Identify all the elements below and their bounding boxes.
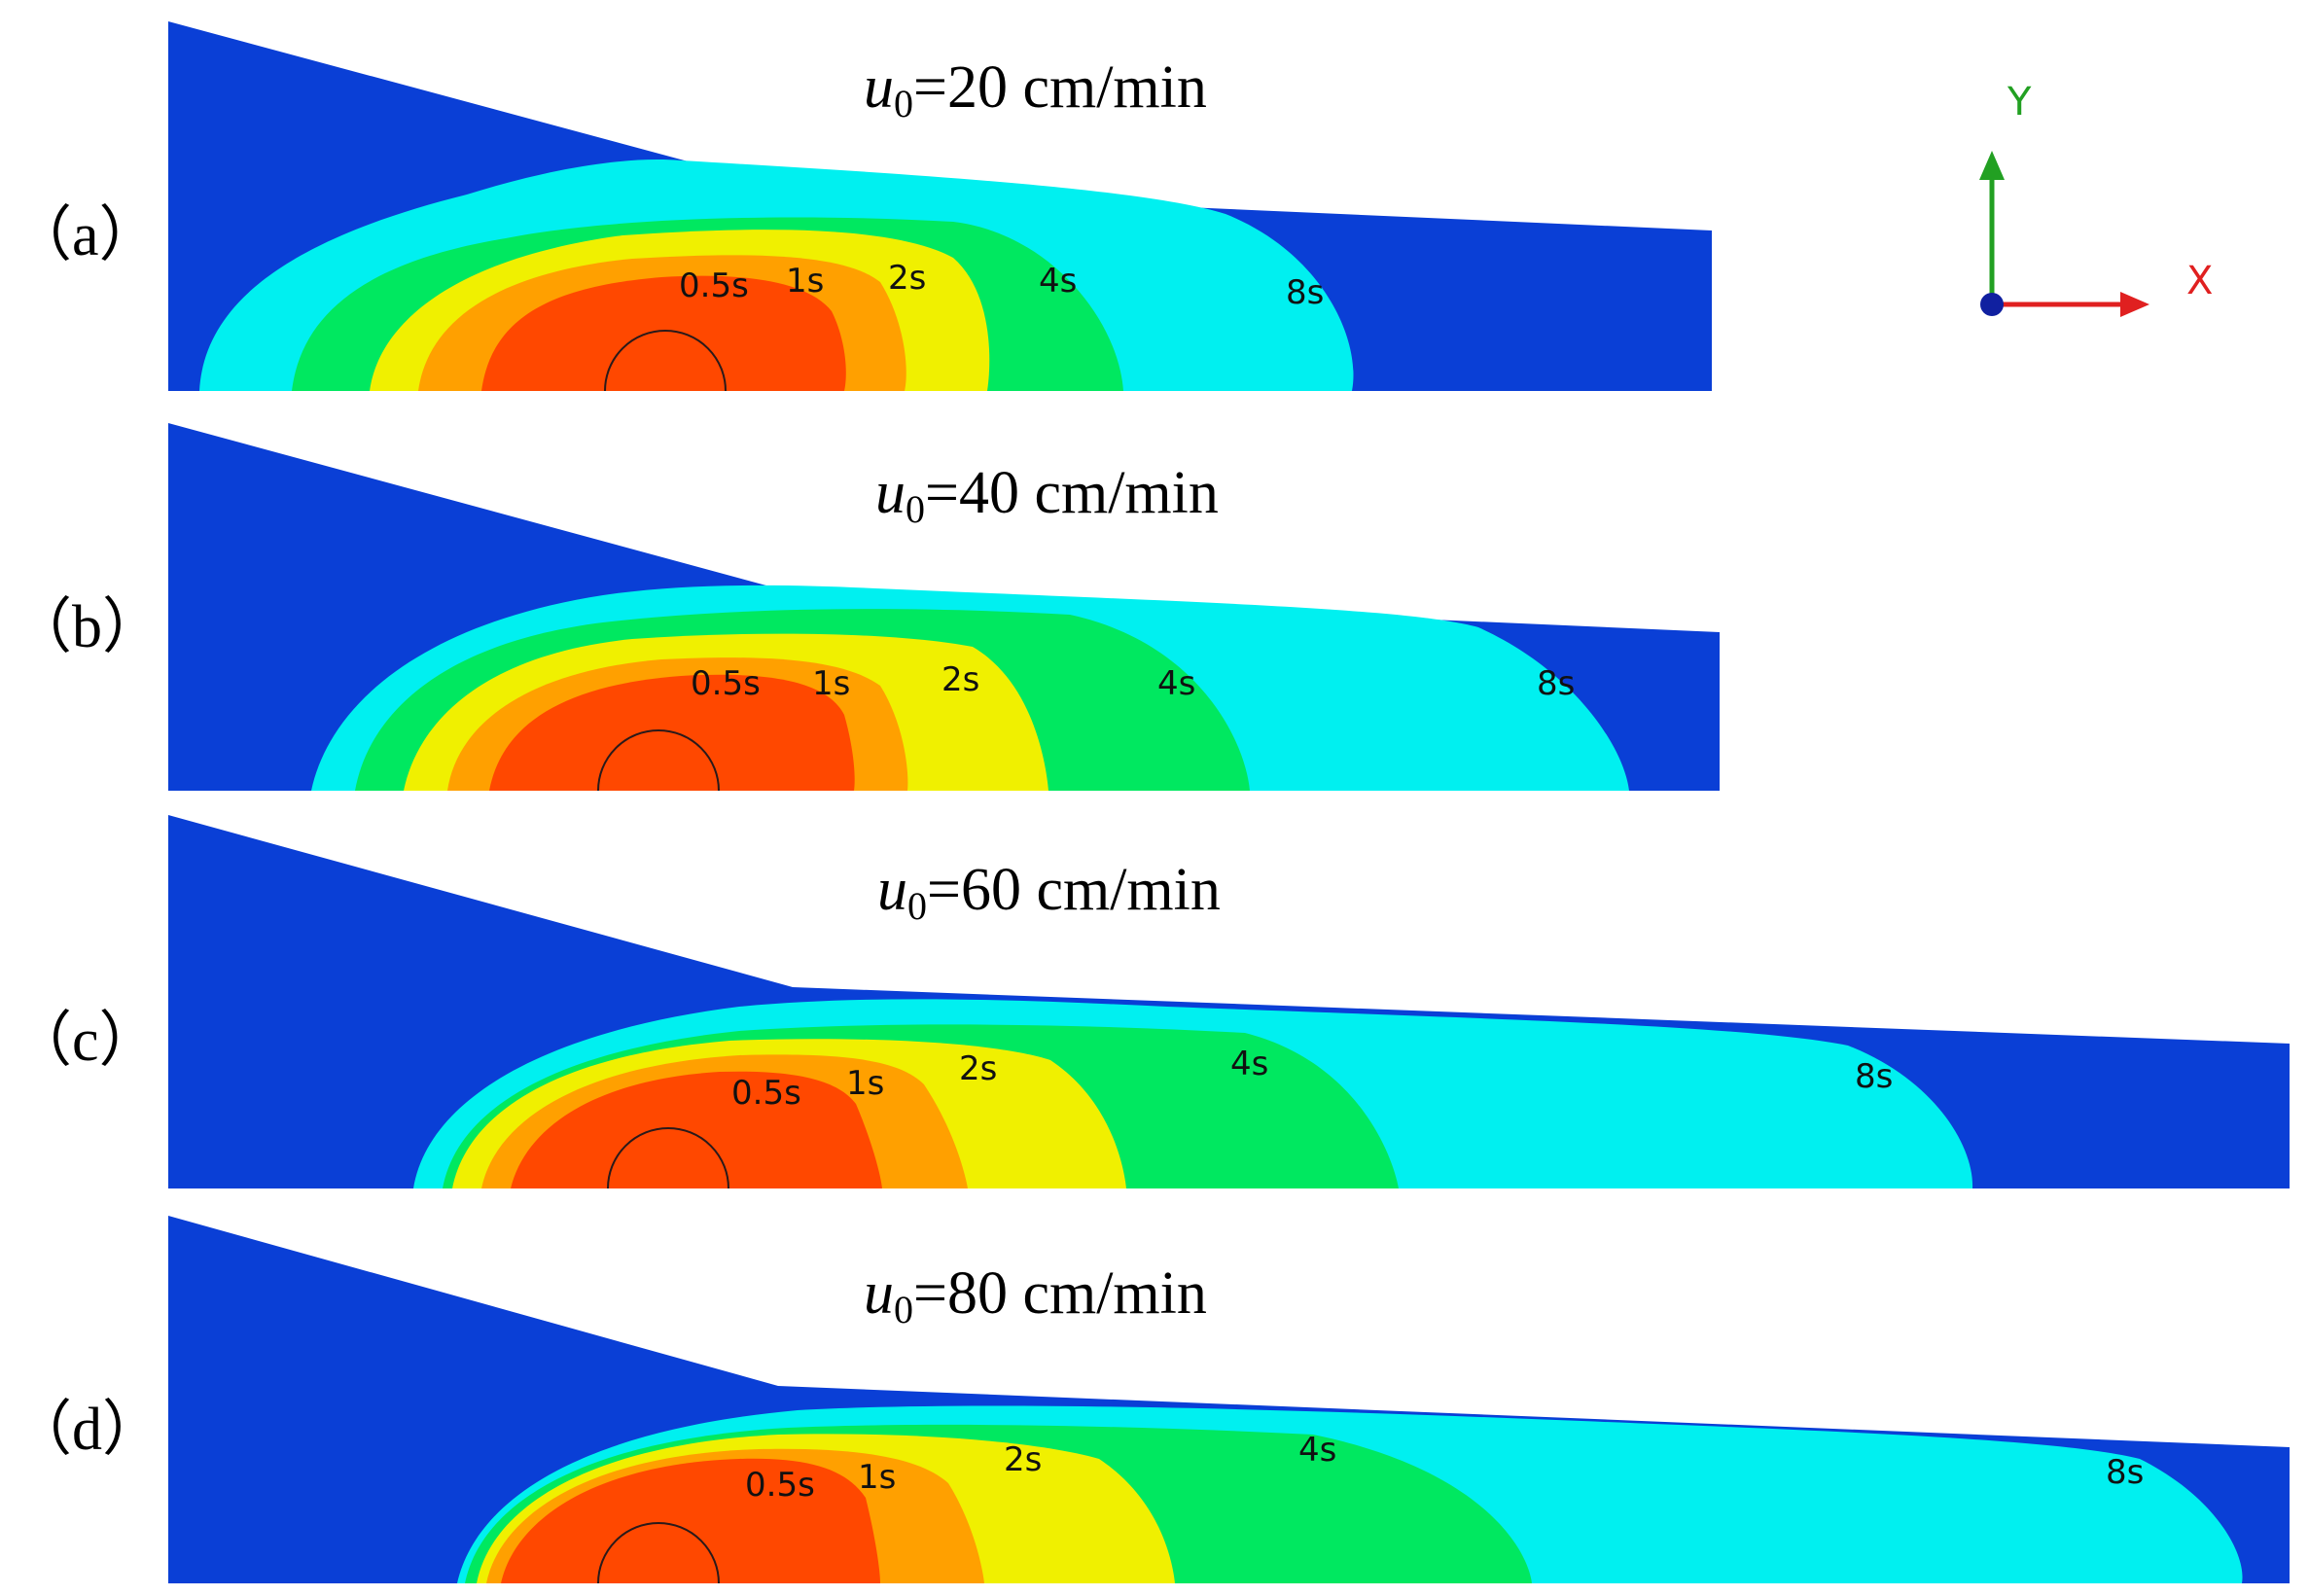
origin-marker	[1980, 293, 2004, 316]
panel-c-cylinder	[607, 1127, 729, 1189]
panel-a-label: （a）	[12, 202, 160, 268]
panel-c-title: u0=60 cm/min	[877, 857, 1221, 928]
panel-a-label-8s: 8s	[1286, 273, 1324, 312]
panel-c-contour-0-5s	[511, 1071, 882, 1188]
panel-d-cylinder	[597, 1522, 720, 1584]
panel-b: （b） u0=40 cm/min 0.5s 1s 2s 4s 8s	[12, 423, 1720, 792]
panel-d-title-symbol: u	[864, 1260, 894, 1327]
panel-c-label-4s: 4s	[1230, 1045, 1268, 1083]
panel-a-title-subscript: 0	[894, 82, 913, 125]
panel-b-title-symbol: u	[875, 460, 906, 526]
panel-d-label-4s: 4s	[1298, 1431, 1336, 1470]
panel-d-title: u0=80 cm/min	[864, 1260, 1207, 1331]
panel-a: （a） u0=20 cm/min 0.5s 1s 2s 4s 8s	[12, 21, 1712, 392]
panel-d-title-value: =80 cm/min	[913, 1260, 1207, 1327]
panel-a-title: u0=20 cm/min	[864, 54, 1207, 125]
coordinate-axes: Y X	[1979, 80, 2213, 317]
panel-b-label-1s: 1s	[812, 664, 850, 703]
panel-b-label-2s: 2s	[941, 660, 979, 699]
panel-c-label-2s: 2s	[959, 1049, 997, 1088]
panel-d-title-subscript: 0	[894, 1288, 913, 1331]
panel-c-title-subscript: 0	[907, 884, 927, 928]
panel-c-title-symbol: u	[877, 857, 907, 923]
panel-d-label-0-5s: 0.5s	[745, 1466, 815, 1505]
panel-c-label: （c）	[12, 1008, 160, 1074]
panel-b-title-value: =40 cm/min	[925, 460, 1219, 526]
y-axis-label: Y	[2007, 80, 2032, 124]
panel-a-title-symbol: u	[864, 54, 894, 121]
panel-c-label-8s: 8s	[1855, 1057, 1893, 1096]
panel-d-label: （d）	[12, 1397, 162, 1463]
panel-b-title-subscript: 0	[906, 487, 925, 531]
y-axis-arrow-icon	[1979, 151, 2005, 304]
panel-b-label: （b）	[12, 594, 162, 660]
panel-a-title-value: =20 cm/min	[913, 54, 1207, 121]
panel-a-contour-0-5s	[481, 275, 846, 391]
panel-d: （d） u0=80 cm/min 0.5s 1s 2s 4s 8s	[12, 1216, 2290, 1584]
panel-b-cylinder	[597, 729, 720, 792]
panel-b-label-8s: 8s	[1537, 664, 1575, 703]
x-axis-arrow-icon	[1992, 292, 2149, 317]
panel-a-label-1s: 1s	[786, 262, 824, 301]
panel-c: （c） u0=60 cm/min 0.5s 1s 2s 4s 8s	[12, 815, 2290, 1189]
x-axis-label: X	[2186, 259, 2213, 303]
panel-b-label-0-5s: 0.5s	[691, 664, 761, 703]
panel-a-label-2s: 2s	[888, 259, 926, 298]
panel-c-label-1s: 1s	[846, 1064, 884, 1103]
panel-b-label-4s: 4s	[1157, 664, 1195, 703]
panel-b-title: u0=40 cm/min	[875, 460, 1219, 531]
panel-c-title-value: =60 cm/min	[927, 857, 1221, 923]
panel-a-label-0-5s: 0.5s	[679, 266, 749, 305]
panel-c-label-0-5s: 0.5s	[731, 1074, 801, 1113]
panel-d-label-8s: 8s	[2106, 1453, 2144, 1492]
panel-a-cylinder	[604, 330, 727, 392]
panel-d-label-1s: 1s	[858, 1458, 896, 1497]
panel-d-contour-0-5s	[501, 1458, 880, 1583]
panel-d-label-2s: 2s	[1004, 1440, 1042, 1479]
panel-a-label-4s: 4s	[1039, 262, 1077, 301]
